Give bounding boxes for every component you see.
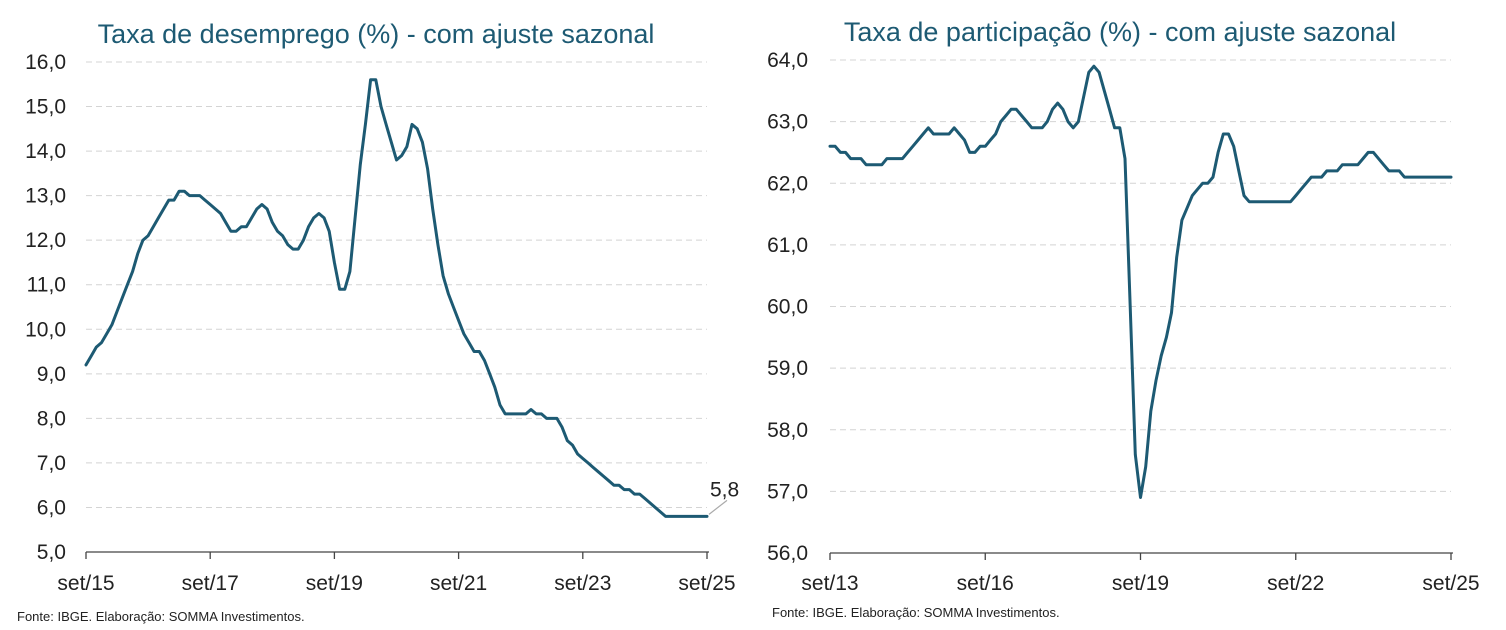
- source-note-right: Fonte: IBGE. Elaboração: SOMMA Investime…: [772, 605, 1060, 620]
- y-tick-label: 12,0: [25, 229, 66, 252]
- x-tick-label: set/19: [1112, 572, 1169, 595]
- x-tick-label: set/16: [957, 572, 1014, 595]
- y-tick-label: 59,0: [767, 357, 808, 380]
- y-tick-label: 60,0: [767, 296, 808, 319]
- series-line: [84, 78, 709, 518]
- x-tick-label: set/23: [554, 572, 611, 595]
- x-tick-label: set/19: [306, 572, 363, 595]
- x-tick-label: set/21: [430, 572, 487, 595]
- y-tick-label: 16,0: [25, 51, 66, 74]
- x-tick-label: set/25: [678, 572, 735, 595]
- x-tick-label: set/13: [801, 572, 858, 595]
- x-tick-label: set/25: [1422, 572, 1479, 595]
- y-tick-label: 63,0: [767, 111, 808, 134]
- y-tick-label: 62,0: [767, 172, 808, 195]
- chart-title-participation: Taxa de participação (%) - com ajuste sa…: [844, 17, 1396, 47]
- unemployment-chart: 5,0 6,0 7,0 8,0 9,0 10,0 11,0 12,0 13,0 14,0 15,0 1…: [25, 51, 739, 595]
- y-tick-label: 7,0: [37, 452, 66, 475]
- y-tick-label: 5,0: [37, 541, 66, 564]
- x-tick-label: set/15: [57, 572, 114, 595]
- y-tick-label: 11,0: [27, 274, 66, 297]
- y-tick-label: 6,0: [37, 496, 66, 519]
- last-value-leader: [708, 499, 728, 515]
- y-tick-label: 10,0: [25, 318, 66, 341]
- series-line: [828, 64, 1453, 499]
- y-tick-label: 64,0: [767, 49, 808, 72]
- x-tick-label: set/17: [182, 572, 239, 595]
- source-note-left: Fonte: IBGE. Elaboração: SOMMA Investime…: [17, 609, 305, 624]
- y-tick-label: 15,0: [25, 96, 66, 119]
- y-tick-label: 61,0: [767, 234, 808, 257]
- y-tick-label: 58,0: [767, 419, 808, 442]
- y-tick-label: 14,0: [25, 140, 66, 163]
- chart-title-unemployment: Taxa de desemprego (%) - com ajuste sazo…: [98, 19, 655, 49]
- y-tick-label: 8,0: [37, 407, 66, 430]
- y-tick-label: 56,0: [767, 542, 808, 565]
- y-tick-label: 57,0: [767, 480, 808, 503]
- last-value-label: 5,8: [710, 478, 739, 501]
- participation-chart: 56,0 57,0 58,0 59,0 60,0 61,0 62,0 63,0 64,0 set/…: [767, 49, 1479, 595]
- x-tick-label: set/22: [1267, 572, 1324, 595]
- y-tick-label: 9,0: [37, 363, 66, 386]
- y-tick-label: 13,0: [25, 185, 66, 208]
